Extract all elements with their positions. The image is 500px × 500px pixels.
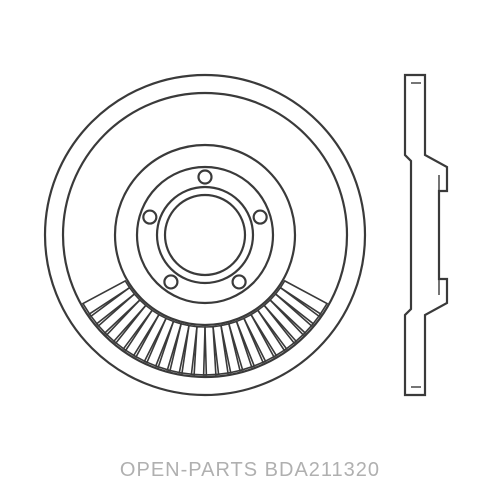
watermark-text: OPEN-PARTS BDA211320 [0, 459, 500, 482]
part-number: BDA211320 [265, 459, 380, 481]
brake-disc-diagram [30, 40, 470, 440]
brand-label: OPEN-PARTS [120, 459, 258, 481]
